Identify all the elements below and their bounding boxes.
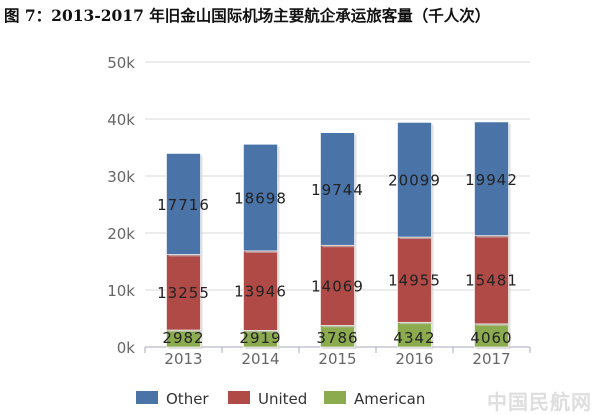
data-label: 17716 [157,196,210,214]
x-tick-label: 2013 [164,350,202,368]
y-tick-label: 0k [117,339,136,357]
bar-united [397,236,432,323]
data-label: 2919 [239,329,281,347]
bar-united [166,254,201,331]
legend-label-american: American [354,390,425,408]
data-label: 15481 [465,272,518,290]
data-label: 19744 [311,181,364,199]
y-tick-label: 50k [107,54,135,72]
bar-american [397,321,432,348]
data-label: 20099 [388,172,441,190]
bar-other [243,143,278,252]
bar-other [474,121,509,236]
data-label: 4342 [393,329,435,347]
watermark: 中国民航网 [487,390,592,414]
legend-label-other: Other [166,390,209,408]
chart-title: 图 7：2013-2017 年旧金山国际机场主要航企承运旅客量（千人次） [4,6,491,25]
x-tick-label: 2015 [318,350,356,368]
y-tick-label: 30k [107,168,135,186]
bar-other [397,122,432,238]
data-label: 13946 [234,283,287,301]
legend-swatch-other [136,391,158,404]
data-label: 14955 [388,272,441,290]
legend-swatch-american [324,391,346,404]
x-tick-label: 2014 [241,350,279,368]
y-tick-label: 40k [107,111,135,129]
data-label: 19942 [465,171,518,189]
legend-swatch-united [228,391,250,404]
data-label: 4060 [470,329,512,347]
data-label: 14069 [311,277,364,295]
bar-other [320,132,355,246]
y-tick-label: 10k [107,282,135,300]
legend-label-united: United [258,390,307,408]
data-label: 2982 [162,329,204,347]
bar-united [243,250,278,331]
x-tick-label: 2016 [395,350,433,368]
y-tick-label: 20k [107,225,135,243]
data-label: 18698 [234,190,287,208]
data-label: 13255 [157,284,210,302]
bar-other [166,153,201,255]
x-tick-label: 2017 [472,350,510,368]
data-label: 3786 [316,329,358,347]
